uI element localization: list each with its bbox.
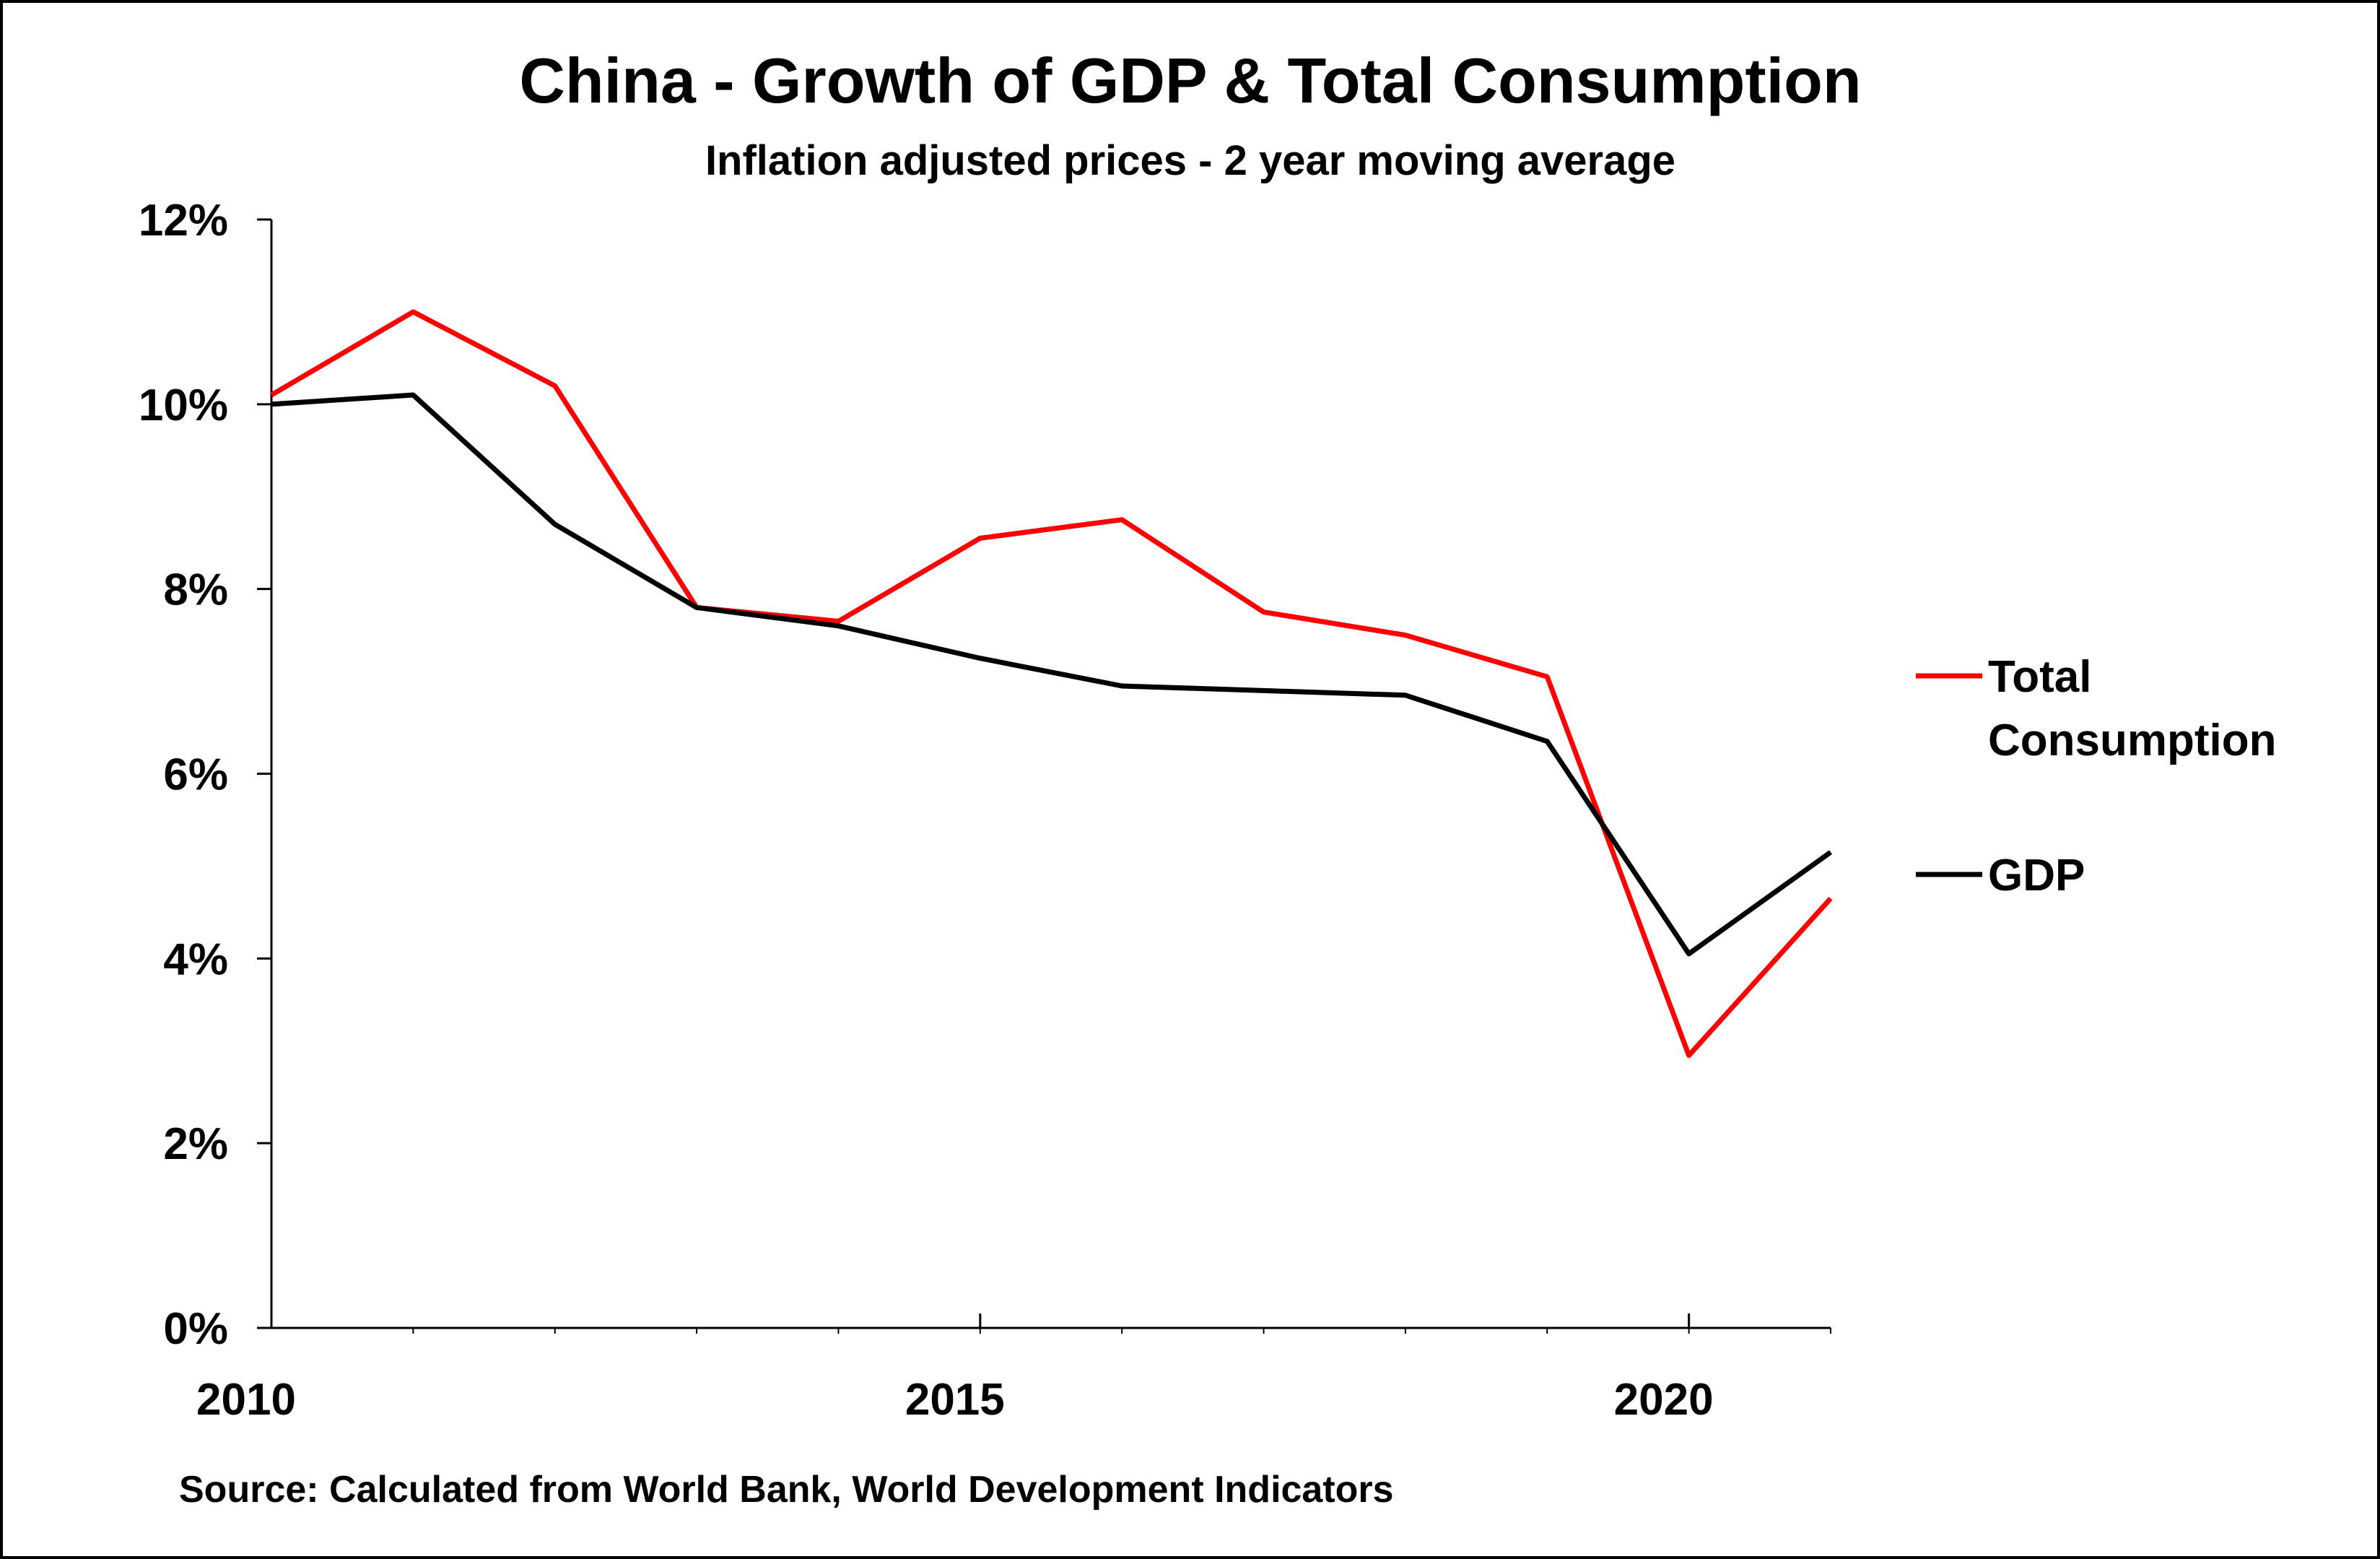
y-tick-label: 10% — [139, 381, 228, 430]
y-tick-label: 4% — [163, 934, 228, 984]
line-chart: China - Growth of GDP & Total Consumptio… — [139, 45, 2277, 1511]
series-line-gdp — [271, 392, 1833, 957]
chart-subtitle: Inflation adjusted prices - 2 year movin… — [705, 137, 1675, 184]
legend: Total Consumption GDP — [1916, 652, 2277, 900]
legend-label: Total — [1988, 652, 2092, 702]
series-line-total-consumption — [270, 309, 1833, 1059]
legend-label: GDP — [1988, 851, 2085, 900]
legend-label: Consumption — [1988, 716, 2277, 765]
x-tick-label: 2010 — [196, 1375, 296, 1425]
chart-title: China - Growth of GDP & Total Consumptio… — [519, 45, 1861, 116]
y-tick-label: 0% — [163, 1304, 228, 1354]
source-note: Source: Calculated from World Bank, Worl… — [179, 1469, 1394, 1511]
y-tick-label: 8% — [163, 565, 228, 615]
y-tick-label: 2% — [163, 1119, 228, 1169]
y-tick-label: 12% — [139, 196, 228, 246]
x-tick-label: 2020 — [1614, 1375, 1714, 1425]
y-tick-label: 6% — [163, 750, 228, 800]
series-lines — [270, 309, 1833, 1059]
x-tick-label: 2015 — [905, 1375, 1005, 1425]
axes: 0% 2% 4% 6% 8% 10% 12% 2010 2015 2020 — [139, 196, 1831, 1425]
